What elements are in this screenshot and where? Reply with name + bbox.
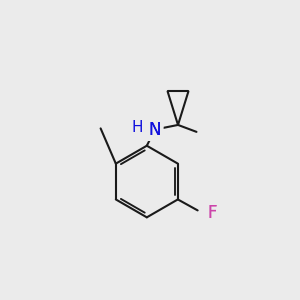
Text: F: F (207, 204, 216, 222)
Text: N: N (149, 121, 161, 139)
Text: N: N (149, 121, 161, 139)
Text: F: F (207, 204, 216, 222)
Text: H: H (132, 120, 143, 135)
